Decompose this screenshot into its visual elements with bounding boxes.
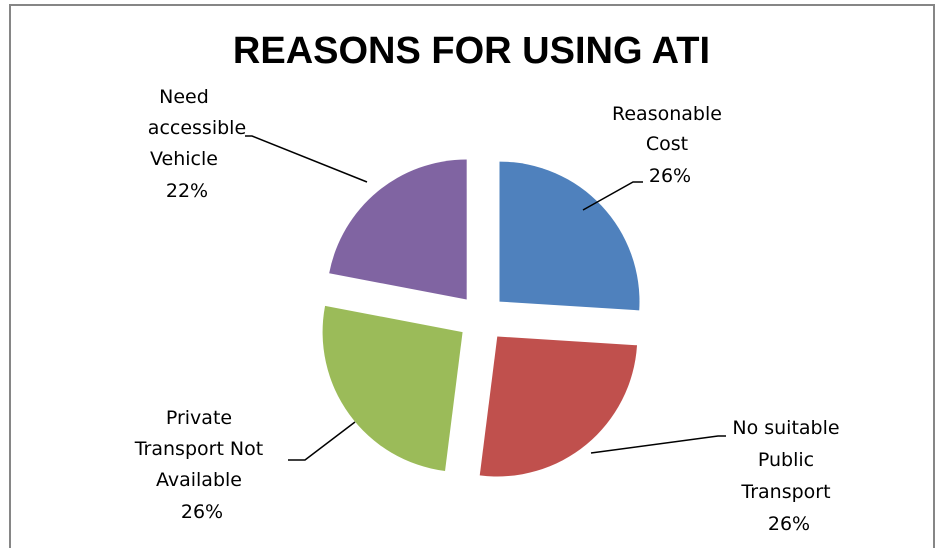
leader-line-no-suitable-public-transport bbox=[590, 435, 726, 454]
pie-slice-private-transport-not-available bbox=[322, 305, 463, 472]
pie-slice-need-accessible-vehicle bbox=[329, 159, 467, 300]
pie-slice-no-suitable-public-transport bbox=[479, 336, 638, 477]
pie-slices bbox=[322, 159, 640, 477]
chart-frame bbox=[9, 4, 935, 548]
leader-line-reasonable-cost bbox=[582, 181, 643, 211]
slice-label-need-accessible-vehicle: Need accessible Vehicle 22% bbox=[148, 86, 252, 202]
leader-line-private-transport bbox=[288, 421, 356, 461]
leader-line-need-accessible-vehicle bbox=[245, 135, 368, 183]
chart-title: REASONS FOR USING ATI bbox=[232, 30, 711, 72]
slice-label-no-suitable-public-transport: No suitable Public Transport 26% bbox=[732, 417, 845, 535]
pie-slice-reasonable-cost bbox=[499, 161, 640, 311]
slice-label-reasonable-cost: Reasonable Cost 26% bbox=[612, 103, 728, 187]
slice-label-private-transport-not-available: Private Transport Not Available 26% bbox=[134, 407, 270, 523]
leader-lines bbox=[245, 135, 726, 461]
